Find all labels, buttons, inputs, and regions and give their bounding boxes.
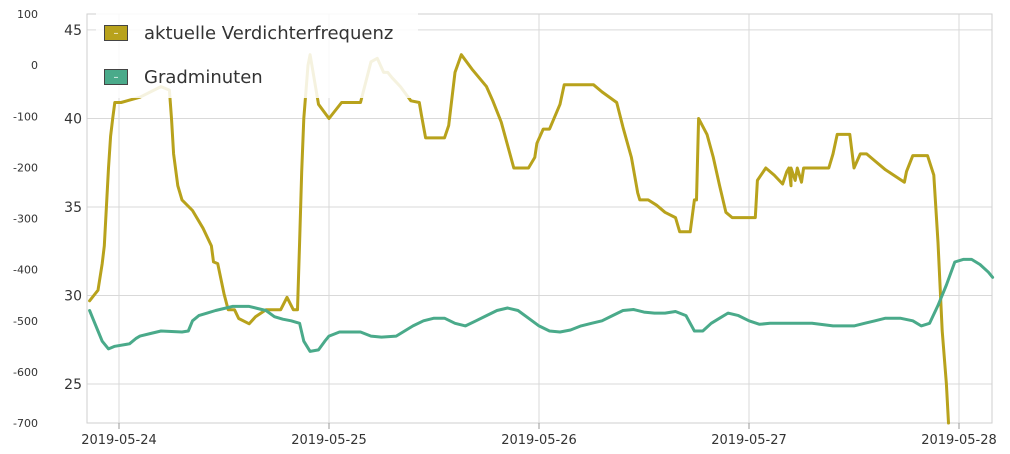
- y-left-tick-label: -300: [13, 213, 38, 226]
- y-axis-right-ticks: 45 40 35 30 25: [64, 23, 82, 393]
- series-line-verdichterfrequenz: [88, 53, 950, 425]
- x-tick-label: 2019-05-25: [291, 433, 367, 448]
- y-left-tick-label: 100: [17, 8, 38, 21]
- y-left-tick-label: -400: [13, 264, 38, 277]
- y-left-tick-label: 0: [31, 59, 38, 72]
- series-layer: [88, 53, 995, 425]
- legend-item-verdichterfrequenz[interactable]: – aktuelle Verdichterfrequenz: [104, 20, 393, 46]
- y-left-tick-label: -700: [13, 417, 38, 430]
- y-right-tick-label: 25: [64, 377, 82, 393]
- legend-label-verdichterfrequenz: aktuelle Verdichterfrequenz: [144, 22, 394, 44]
- legend: – aktuelle Verdichterfrequenz – Gradminu…: [96, 12, 418, 98]
- legend-item-gradminuten[interactable]: – Gradminuten: [104, 64, 263, 90]
- series-line-gradminuten: [88, 257, 995, 353]
- x-tick-label: 2019-05-26: [501, 433, 577, 448]
- y-right-tick-label: 35: [64, 200, 82, 216]
- legend-swatch-verdichterfrequenz: –: [104, 25, 128, 41]
- y-left-tick-label: -600: [13, 366, 38, 379]
- y-axis-left-ticks: 100 0 -100 -200 -300 -400 -500 -600 -700: [13, 8, 38, 430]
- x-tick-label: 2019-05-27: [711, 433, 787, 448]
- x-tick-label: 2019-05-28: [921, 433, 997, 448]
- legend-swatch-gradminuten: –: [104, 69, 128, 85]
- y-right-tick-label: 40: [64, 111, 82, 127]
- legend-label-gradminuten: Gradminuten: [144, 66, 263, 88]
- y-left-tick-label: -500: [13, 315, 38, 328]
- y-right-tick-label: 30: [64, 289, 82, 305]
- y-left-tick-label: -200: [13, 161, 38, 174]
- y-left-tick-label: -100: [13, 110, 38, 123]
- x-axis-ticks: 2019-05-24 2019-05-25 2019-05-26 2019-05-27…: [81, 423, 997, 448]
- y-right-tick-label: 45: [64, 23, 82, 39]
- x-tick-label: 2019-05-24: [81, 433, 157, 448]
